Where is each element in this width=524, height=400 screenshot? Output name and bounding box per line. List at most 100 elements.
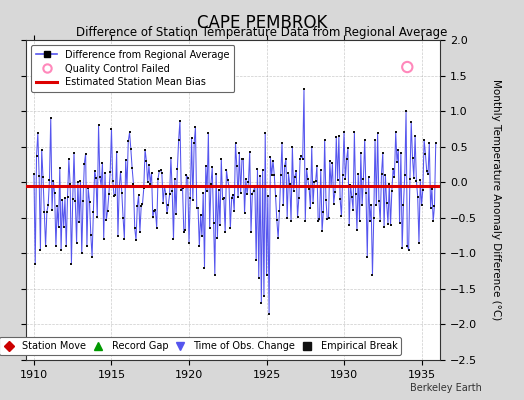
Point <box>277 172 285 178</box>
Point <box>163 210 171 216</box>
Point <box>84 185 92 192</box>
Point <box>103 207 112 214</box>
Point <box>39 174 47 180</box>
Point <box>406 176 414 182</box>
Point <box>324 214 333 221</box>
Point <box>125 129 134 136</box>
Point <box>93 214 102 220</box>
Point <box>272 217 281 224</box>
Point <box>122 156 130 163</box>
Point <box>364 174 373 180</box>
Point <box>86 232 95 238</box>
Point <box>427 205 435 211</box>
Point <box>166 191 174 198</box>
Point <box>380 224 388 230</box>
Point <box>321 136 329 143</box>
Point <box>128 165 136 172</box>
Point <box>67 261 75 267</box>
Point <box>45 177 53 184</box>
Point <box>235 150 244 156</box>
Point <box>400 172 409 178</box>
Point <box>224 177 232 183</box>
Point <box>31 261 39 267</box>
Point <box>208 164 216 170</box>
Point <box>371 136 379 143</box>
Point <box>150 208 158 214</box>
Point <box>30 171 38 178</box>
Point <box>211 272 219 278</box>
Point <box>403 243 411 250</box>
Point <box>72 240 81 246</box>
Point <box>212 171 220 177</box>
Point <box>227 195 236 202</box>
Point <box>42 208 51 215</box>
Point <box>369 215 378 221</box>
Point <box>159 199 167 206</box>
Point <box>98 160 106 166</box>
Point <box>402 108 410 114</box>
Point <box>146 180 155 187</box>
Point <box>74 179 82 186</box>
Point <box>385 181 394 187</box>
Point <box>388 187 396 194</box>
Point <box>161 190 170 197</box>
Point <box>422 168 431 174</box>
Point <box>405 246 413 253</box>
Point <box>220 195 228 201</box>
Point <box>40 209 49 215</box>
Point <box>425 140 433 146</box>
Point <box>64 156 73 163</box>
Point <box>97 182 105 189</box>
Point <box>176 118 184 124</box>
Point <box>341 176 350 183</box>
Point <box>88 254 96 260</box>
Point <box>172 211 180 217</box>
Point <box>288 144 297 150</box>
Point <box>236 189 245 196</box>
Point <box>342 156 351 162</box>
Point <box>299 156 307 162</box>
Point <box>280 163 289 170</box>
Point <box>333 177 342 184</box>
Point <box>319 209 328 215</box>
Point <box>345 222 353 228</box>
Point <box>189 197 197 203</box>
Point <box>318 228 326 234</box>
Point <box>164 202 172 208</box>
Point <box>306 205 314 212</box>
Point <box>205 225 214 232</box>
Point <box>275 208 283 214</box>
Point <box>89 208 97 215</box>
Point <box>191 124 200 130</box>
Point <box>296 156 304 162</box>
Point <box>81 150 90 157</box>
Point <box>70 149 78 156</box>
Point <box>389 166 397 172</box>
Point <box>384 220 392 227</box>
Point <box>253 166 261 172</box>
Point <box>359 176 368 182</box>
Point <box>244 179 253 186</box>
Point <box>330 200 338 207</box>
Point <box>391 129 400 136</box>
Point <box>354 170 363 177</box>
Point <box>375 197 383 204</box>
Point <box>398 245 407 251</box>
Point <box>363 254 372 260</box>
Point <box>258 167 267 174</box>
Point <box>127 146 135 152</box>
Point <box>190 140 199 146</box>
Point <box>115 184 124 191</box>
Point <box>256 173 264 179</box>
Point <box>267 172 276 179</box>
Point <box>229 191 237 198</box>
Point <box>428 186 436 192</box>
Point <box>130 225 139 232</box>
Point <box>430 203 439 209</box>
Point <box>117 190 126 196</box>
Point <box>36 246 45 253</box>
Point <box>106 169 114 176</box>
Point <box>141 146 149 153</box>
Point <box>344 145 352 152</box>
Point <box>149 214 157 220</box>
